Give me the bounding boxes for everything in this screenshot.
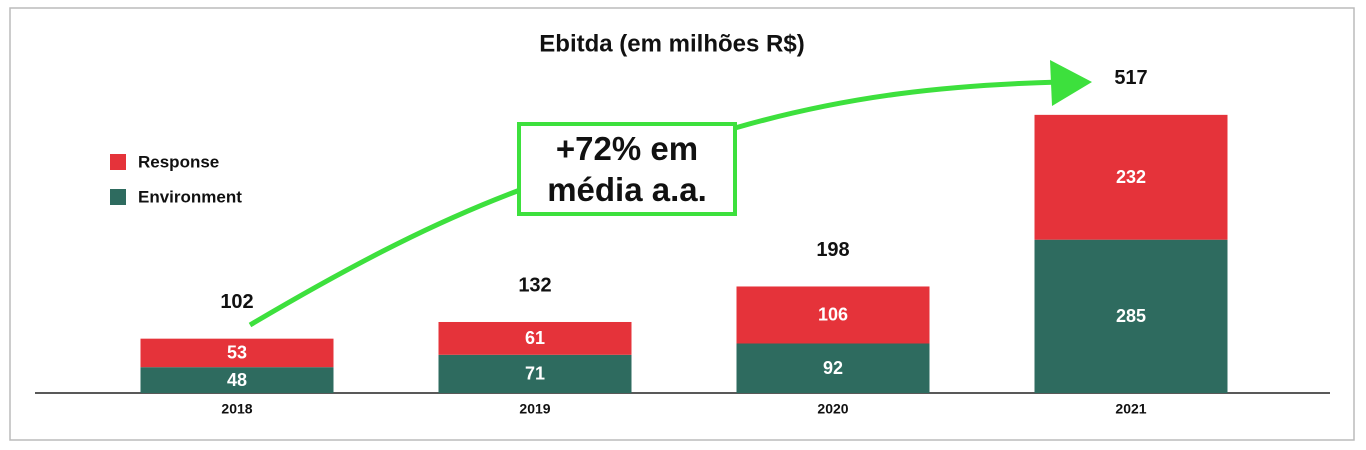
- value-label: 71: [525, 364, 545, 384]
- bar-segment: [438, 321, 632, 355]
- arrow-head: [1050, 60, 1092, 106]
- bar-segment: [736, 343, 930, 393]
- x-tick-label: 2020: [817, 401, 848, 417]
- legend-label: Response: [138, 152, 219, 171]
- bar-segment: [140, 367, 334, 393]
- bar-segment: [1034, 239, 1228, 393]
- annotation: +72% em média a.a.: [517, 122, 737, 216]
- total-label: 132: [518, 274, 551, 296]
- bar-segment: [438, 354, 632, 393]
- value-label: 53: [227, 343, 247, 363]
- bar-segment: [1034, 114, 1228, 240]
- total-label: 198: [816, 239, 849, 261]
- value-label: 232: [1116, 167, 1146, 187]
- value-label: 285: [1116, 306, 1146, 326]
- bar-segment: [140, 338, 334, 368]
- growth-arrow: [248, 79, 1061, 328]
- x-tick-label: 2018: [221, 401, 252, 417]
- value-label: 48: [227, 370, 247, 390]
- legend-swatch: [110, 189, 126, 205]
- x-tick-label: 2019: [519, 401, 550, 417]
- value-label: 92: [823, 358, 843, 378]
- total-label: 517: [1114, 67, 1147, 89]
- total-label: 102: [220, 291, 253, 313]
- legend-label: Environment: [138, 187, 242, 206]
- legend-swatch: [110, 154, 126, 170]
- bar-segment: [736, 286, 930, 344]
- value-label: 61: [525, 328, 545, 348]
- value-label: 106: [818, 305, 848, 325]
- x-tick-label: 2021: [1115, 401, 1146, 417]
- frame: [9, 7, 1355, 441]
- chart-title: Ebitda (em milhões R$): [539, 30, 804, 57]
